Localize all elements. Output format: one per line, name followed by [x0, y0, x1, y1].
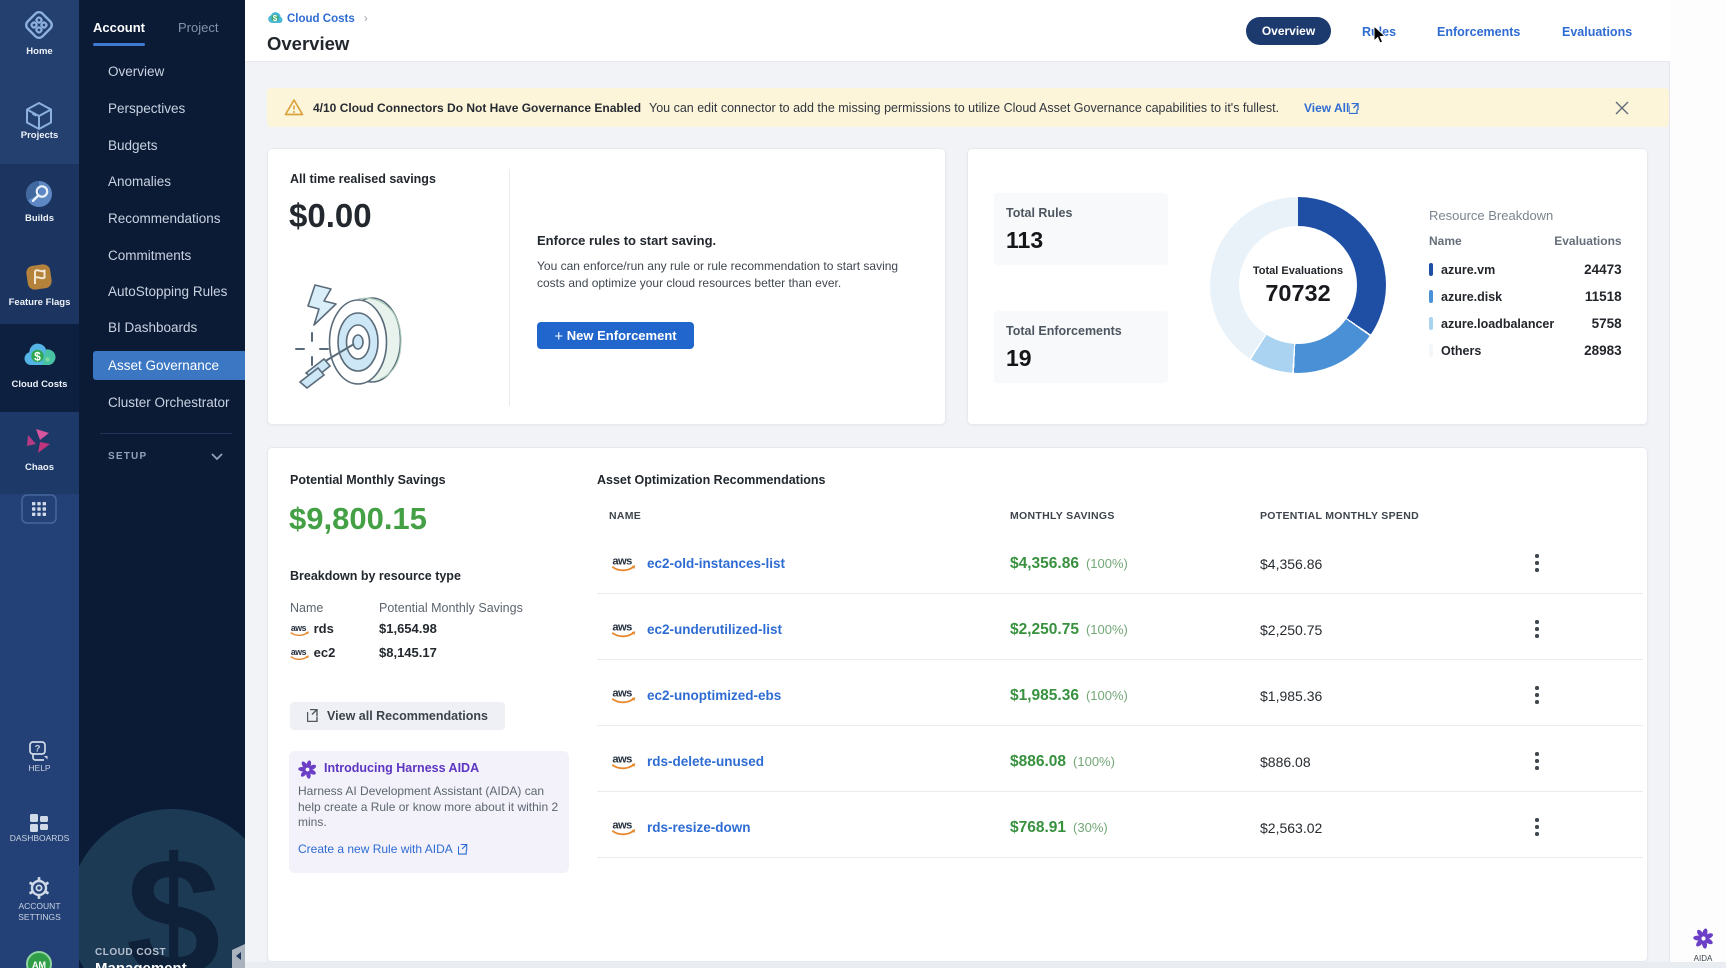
svg-text:?: ?	[35, 744, 41, 755]
svg-text:$: $	[34, 349, 41, 363]
svg-text:$: $	[273, 14, 278, 23]
svg-text:AM: AM	[32, 960, 46, 968]
